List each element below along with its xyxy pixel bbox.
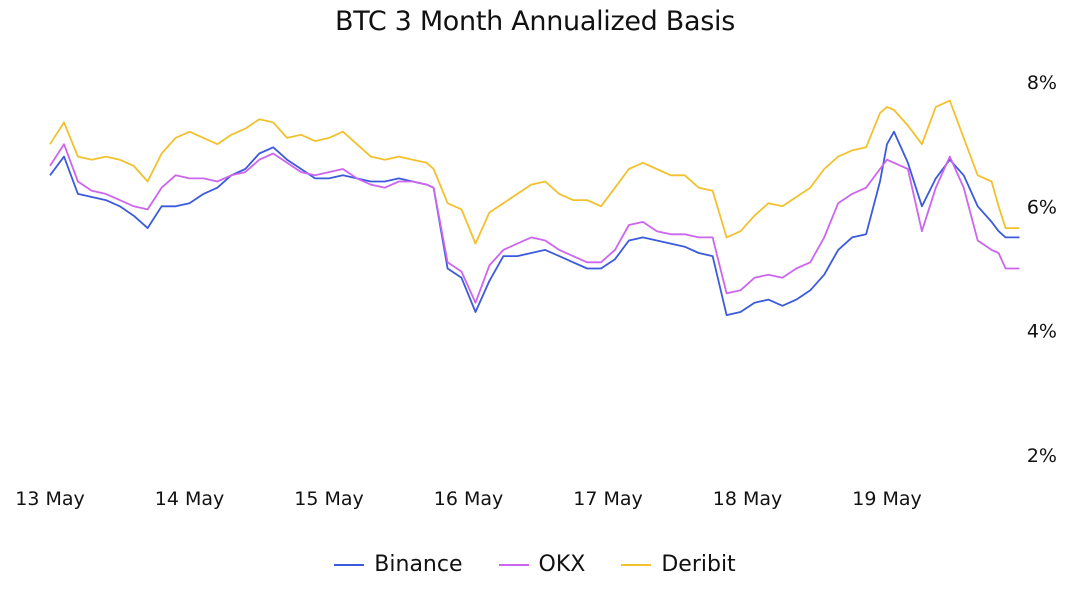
x-tick-label: 18 May — [713, 488, 783, 510]
series-line-okx — [49, 143, 1020, 304]
legend-item-binance[interactable]: Binance — [334, 552, 463, 577]
legend-label-deribit: Deribit — [661, 552, 736, 577]
legend-swatch-binance — [334, 563, 365, 566]
x-tick-label: 13 May — [15, 488, 85, 510]
legend-label-binance: Binance — [374, 552, 463, 577]
x-tick-label: 14 May — [155, 488, 225, 510]
x-tick-label: 16 May — [434, 488, 504, 510]
legend-item-okx[interactable]: OKX — [498, 552, 586, 577]
series-line-binance — [49, 130, 1020, 317]
series-line-deribit — [49, 99, 1020, 245]
legend-swatch-okx — [498, 563, 529, 566]
x-tick-label: 15 May — [294, 488, 364, 510]
line-chart: 2%4%6%8% 13 May 14 May 15 May 16 May 17 May 1… — [15, 72, 1057, 510]
y-tick-label: 6% — [1027, 196, 1057, 218]
legend-item-deribit[interactable]: Deribit — [621, 552, 736, 577]
y-tick-label: 4% — [1027, 321, 1057, 343]
x-tick-label: 19 May — [852, 488, 922, 510]
x-tick-label: 17 May — [573, 488, 643, 510]
y-tick-label: 8% — [1027, 72, 1057, 94]
legend-label-okx: OKX — [538, 552, 586, 577]
x-axis-tick-labels: 13 May 14 May 15 May 16 May 17 May 18 May 19 M… — [15, 488, 922, 510]
y-axis-tick-labels: 2% 4% 6% 8% — [1027, 72, 1057, 467]
y-tick-label: 2% — [1027, 445, 1057, 467]
legend-swatch-deribit — [621, 563, 652, 566]
legend: Binance OKX Deribit — [0, 552, 1070, 577]
series-layer — [49, 99, 1020, 317]
chart-title: BTC 3 Month Annualized Basis — [334, 6, 735, 37]
